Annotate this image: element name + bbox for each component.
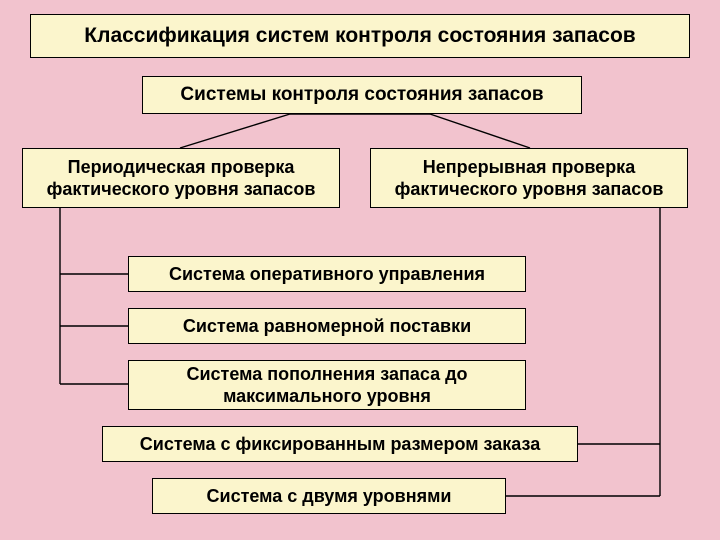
system-node: Система с фиксированным размером заказа: [102, 426, 578, 462]
system-node: Система с двумя уровнями: [152, 478, 506, 514]
diagram-title: Классификация систем контроля состояния …: [30, 14, 690, 58]
system-node: Система оперативного управления: [128, 256, 526, 292]
branch-continuous-check: Непрерывная проверка фактического уровня…: [370, 148, 688, 208]
branch-periodic-check: Периодическая проверка фактического уров…: [22, 148, 340, 208]
system-node: Система равномерной поставки: [128, 308, 526, 344]
root-node: Системы контроля состояния запасов: [142, 76, 582, 114]
system-node: Система пополнения запаса до максимально…: [128, 360, 526, 410]
